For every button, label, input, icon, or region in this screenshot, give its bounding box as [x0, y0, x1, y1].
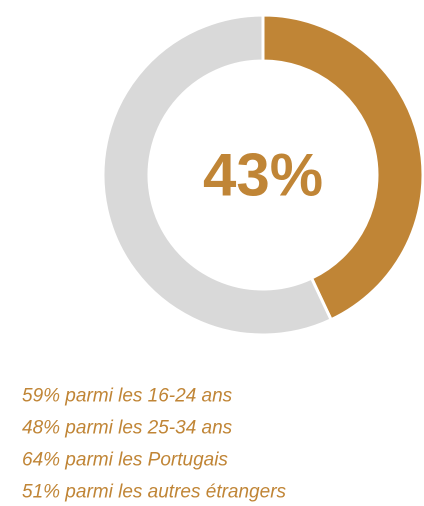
- annotation: 64% parmi les Portugais: [22, 450, 228, 471]
- annotation: 59% parmi les 16-24 ans: [22, 386, 233, 407]
- center-value-label: 43%: [203, 142, 323, 209]
- annotation: 51% parmi les autres étrangers: [22, 482, 287, 503]
- donut-segment: [261, 13, 424, 322]
- annotation: 48% parmi les 25-34 ans: [22, 418, 233, 439]
- donut-segment: [101, 13, 334, 337]
